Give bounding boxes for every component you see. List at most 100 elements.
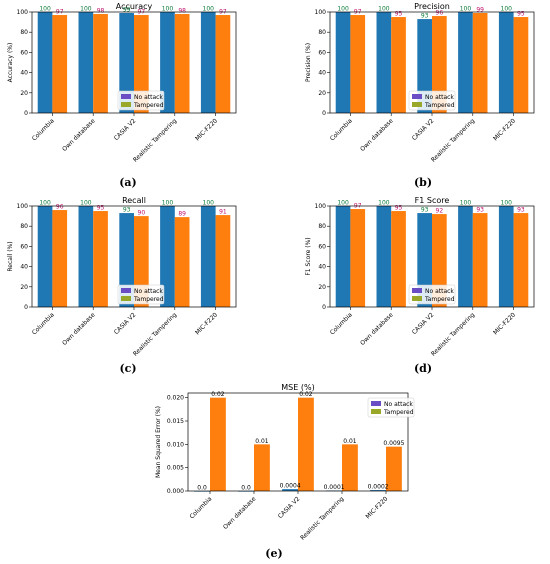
data-label-no-attack: 100: [162, 200, 174, 207]
y-tick-label: 0.015: [167, 418, 184, 425]
data-label-no-attack: 100: [203, 200, 215, 207]
legend-swatch-no-attack: [121, 288, 131, 293]
bar-tampered: [52, 15, 68, 114]
bar-no-attack: [498, 206, 514, 307]
y-tick-label: 100: [315, 203, 327, 210]
y-tick-label: 40: [318, 264, 326, 271]
y-tick-label: 40: [20, 264, 28, 271]
x-tick-label: Realistic Tampering: [430, 311, 476, 357]
data-label-tampered: 0.01: [255, 438, 269, 445]
data-label-tampered: 95: [97, 205, 105, 212]
bar-tampered: [254, 444, 270, 491]
data-label-no-attack: 93: [421, 13, 429, 20]
x-tick-label: Own database: [222, 495, 258, 531]
data-label-no-attack: 93: [123, 207, 131, 214]
x-tick-label: Columbia: [188, 495, 213, 520]
data-label-no-attack: 100: [162, 6, 174, 13]
legend-label-no-attack: No attack: [134, 94, 163, 101]
chart-title: F1 Score: [415, 196, 450, 205]
data-label-no-attack: 0.0001: [324, 484, 345, 491]
x-tick-label: MIC-F220: [492, 311, 517, 336]
data-label-tampered: 99: [476, 7, 484, 14]
x-tick-label: Own database: [61, 117, 97, 153]
data-label-tampered: 90: [138, 210, 146, 217]
legend-label-tampered: Tampered: [383, 409, 414, 416]
bar-tampered: [391, 17, 406, 113]
bar-no-attack: [335, 206, 351, 307]
x-tick-label: Realistic Tampering: [299, 495, 345, 541]
bar-no-attack: [78, 206, 94, 307]
bar-no-attack: [376, 12, 392, 113]
data-label-no-attack: 100: [80, 6, 92, 13]
bar-tampered: [386, 446, 402, 491]
data-label-no-attack: 100: [39, 200, 51, 207]
bar-no-attack: [119, 213, 134, 307]
data-label-tampered: 92: [436, 208, 444, 215]
data-label-no-attack: 100: [80, 200, 92, 207]
legend-label-tampered: Tampered: [133, 102, 164, 109]
x-tick-label: CASIA V2: [113, 117, 138, 142]
bar-no-attack: [200, 12, 216, 113]
data-label-tampered: 95: [517, 11, 525, 18]
bar-tampered: [350, 209, 366, 307]
chart-title: Accuracy: [116, 2, 153, 11]
x-tick-label: CASIA V2: [113, 311, 138, 336]
x-tick-label: Own database: [359, 117, 395, 153]
y-tick-label: 60: [20, 49, 28, 56]
legend-label-tampered: Tampered: [133, 296, 164, 303]
bar-no-attack: [37, 12, 53, 113]
y-tick-label: 40: [20, 70, 28, 77]
bar-tampered: [472, 13, 488, 113]
panel-label: (a): [119, 176, 137, 189]
legend-swatch-no-attack: [121, 94, 131, 99]
legend-swatch-tampered: [121, 102, 131, 107]
bar-tampered: [134, 15, 149, 114]
y-tick-label: 60: [20, 243, 28, 250]
data-label-tampered: 0.01: [343, 438, 357, 445]
legend-swatch-tampered: [371, 409, 381, 414]
data-label-no-attack: 0.0: [197, 485, 207, 492]
data-label-no-attack: 0.0004: [280, 483, 301, 490]
data-label-no-attack: 100: [460, 200, 472, 207]
x-tick-label: Realistic Tampering: [132, 117, 178, 163]
legend-label-tampered: Tampered: [424, 296, 455, 303]
bar-tampered: [472, 213, 488, 307]
x-tick-label: Columbia: [329, 311, 354, 336]
data-label-no-attack: 0.0002: [368, 484, 389, 491]
bar-tampered: [350, 15, 366, 114]
x-tick-label: MIC-F220: [194, 311, 219, 336]
data-label-no-attack: 100: [378, 6, 390, 13]
plot-frame: [329, 205, 535, 308]
data-label-tampered: 96: [56, 204, 64, 211]
bar-no-attack: [498, 12, 514, 113]
bar-tampered: [93, 14, 108, 114]
y-tick-label: 20: [318, 90, 326, 97]
legend-label-no-attack: No attack: [425, 94, 454, 101]
bar-no-attack: [417, 213, 432, 307]
y-tick-label: 0.010: [167, 441, 184, 448]
y-axis-label: Accuracy (%): [7, 43, 14, 83]
x-tick-label: CASIA V2: [411, 311, 436, 336]
y-tick-label: 80: [318, 29, 326, 36]
y-axis-label: Recall (%): [7, 241, 14, 271]
y-tick-label: 40: [318, 70, 326, 77]
data-label-no-attack: 100: [501, 6, 513, 13]
bar-tampered: [52, 210, 68, 307]
data-label-tampered: 0.0095: [383, 440, 404, 447]
bar-no-attack: [200, 206, 216, 307]
legend-swatch-no-attack: [371, 401, 381, 406]
plot-frame: [31, 11, 237, 114]
data-label-no-attack: 93: [421, 207, 429, 214]
legend-label-no-attack: No attack: [425, 288, 454, 295]
bar-no-attack: [160, 12, 175, 113]
panel-label: (c): [119, 362, 136, 375]
data-label-no-attack: 100: [378, 200, 390, 207]
x-tick-label: Own database: [359, 311, 395, 347]
bar-tampered: [215, 215, 231, 307]
